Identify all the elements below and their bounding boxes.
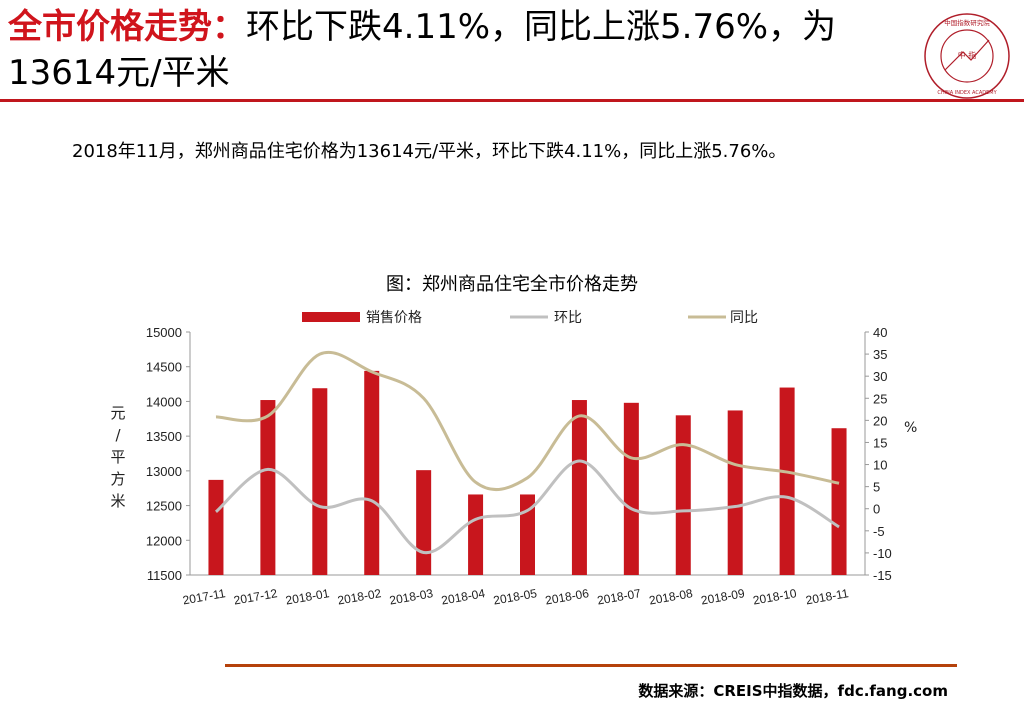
y2-tick-label: 40 bbox=[873, 325, 887, 340]
source-divider bbox=[225, 664, 957, 667]
price-bar bbox=[520, 494, 535, 575]
price-bar bbox=[468, 494, 484, 575]
y2-tick-label: 15 bbox=[873, 435, 887, 450]
x-tick-label: 2018-02 bbox=[336, 586, 382, 607]
y2-tick-label: -10 bbox=[873, 546, 892, 561]
y-tick-label: 15000 bbox=[146, 325, 182, 340]
logo-ring-text: 中国指数研究院 bbox=[944, 18, 990, 27]
price-bar bbox=[312, 388, 328, 575]
y2-tick-label: 20 bbox=[873, 413, 887, 428]
price-bar bbox=[416, 470, 432, 575]
logo-english-text: CHINA INDEX ACADEMY bbox=[937, 90, 997, 96]
page-title: 全市价格走势：环比下跌4.11%，同比上涨5.76%，为13614元/平米 bbox=[8, 4, 908, 96]
header-divider bbox=[0, 99, 1024, 102]
summary-text: 2018年11月，郑州商品住宅价格为13614元/平米，环比下跌4.11%，同比… bbox=[72, 141, 787, 162]
y-axis-label-char: 元 bbox=[110, 404, 125, 422]
price-bar bbox=[571, 400, 587, 575]
chart-title: 图：郑州商品住宅全市价格走势 bbox=[386, 274, 638, 295]
y2-tick-label: -5 bbox=[873, 524, 885, 539]
y-tick-label: 13000 bbox=[146, 464, 182, 479]
price-bar bbox=[364, 370, 380, 575]
y-axis-label-char: 平 bbox=[110, 448, 125, 466]
y-tick-label: 11500 bbox=[147, 568, 182, 583]
y-axis-label-char: / bbox=[115, 426, 121, 444]
x-tick-label: 2018-01 bbox=[285, 586, 331, 607]
legend-label-price: 销售价格 bbox=[366, 310, 422, 326]
y-tick-label: 13500 bbox=[146, 429, 182, 444]
x-tick-label: 2018-09 bbox=[700, 586, 746, 607]
y2-tick-label: 30 bbox=[873, 369, 887, 384]
legend-label-mom: 环比 bbox=[554, 310, 582, 326]
y-tick-label: 14000 bbox=[146, 394, 182, 409]
legend-label-yoy: 同比 bbox=[730, 310, 758, 326]
china-index-academy-logo: 中 指 中国指数研究院 CHINA INDEX ACADEMY bbox=[924, 13, 1010, 99]
price-bar bbox=[208, 479, 224, 575]
x-tick-label: 2018-03 bbox=[388, 586, 434, 607]
y-tick-label: 12000 bbox=[146, 533, 182, 548]
yoy-series-line bbox=[215, 350, 840, 492]
y2-tick-label: -15 bbox=[873, 568, 892, 583]
y2-tick-label: 35 bbox=[873, 347, 887, 362]
y2-tick-label: 5 bbox=[873, 480, 880, 495]
mom-series-line bbox=[214, 459, 840, 554]
x-tick-label: 2017-11 bbox=[182, 586, 227, 607]
title-rest: 环比下跌4.11%，同比上涨5.76%，为13614元/平米 bbox=[8, 7, 837, 93]
price-bar bbox=[623, 402, 639, 575]
x-tick-label: 2018-11 bbox=[805, 586, 850, 607]
x-tick-label: 2018-05 bbox=[492, 586, 538, 607]
x-tick-label: 2018-06 bbox=[544, 586, 590, 607]
title-highlight: 全市价格走势： bbox=[8, 7, 246, 47]
y2-tick-label: 0 bbox=[873, 502, 880, 517]
price-bar bbox=[675, 415, 691, 575]
y-tick-label: 12500 bbox=[146, 499, 182, 514]
y-axis-label-char: 米 bbox=[110, 492, 125, 510]
price-bar bbox=[779, 387, 795, 575]
price-trend-chart: 11500 12000 12500 13000 13500 14000 14500 15000… bbox=[110, 310, 917, 608]
x-tick-label: 2018-10 bbox=[752, 586, 798, 607]
y2-axis-label: % bbox=[904, 420, 917, 436]
y2-tick-label: 10 bbox=[873, 458, 887, 473]
price-bar bbox=[260, 400, 276, 575]
x-tick-label: 2018-08 bbox=[648, 586, 694, 607]
y-tick-label: 14500 bbox=[146, 360, 182, 375]
x-tick-label: 2018-04 bbox=[440, 586, 486, 607]
price-bar bbox=[727, 410, 743, 575]
y2-tick-label: 25 bbox=[873, 391, 887, 406]
legend-swatch-price bbox=[302, 312, 360, 322]
logo-center-text: 中 指 bbox=[958, 50, 977, 60]
x-tick-label: 2018-07 bbox=[596, 586, 642, 607]
x-tick-label: 2017-12 bbox=[233, 586, 279, 607]
y-axis-label-char: 方 bbox=[110, 470, 125, 488]
source-note: 数据来源：CREIS中指数据，fdc.fang.com bbox=[638, 682, 948, 700]
price-bar bbox=[831, 428, 847, 575]
